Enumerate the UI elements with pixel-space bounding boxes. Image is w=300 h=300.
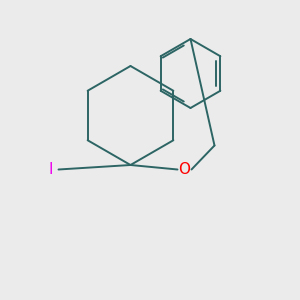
Text: I: I: [48, 162, 52, 177]
Text: O: O: [178, 162, 190, 177]
